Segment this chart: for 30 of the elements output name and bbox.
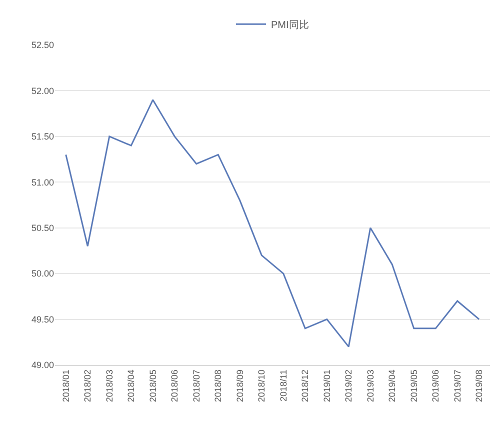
- y-tick-label: 52.00: [31, 86, 54, 96]
- y-tick-label: 50.00: [31, 268, 54, 279]
- x-tick-label: 2018/01: [60, 370, 71, 402]
- y-tick-label: 51.50: [31, 132, 54, 142]
- x-tick-label: 2019/07: [452, 370, 462, 402]
- x-tick-label: 2018/10: [256, 370, 267, 402]
- x-tick-label: 2019/01: [322, 370, 332, 402]
- x-tick-label: 2018/04: [126, 370, 136, 402]
- y-tick-label: 49.00: [31, 360, 54, 370]
- y-tick-label: 51.00: [31, 177, 54, 188]
- x-tick-label: 2018/06: [170, 370, 180, 402]
- x-tick-label: 2018/07: [191, 370, 202, 402]
- legend-label: PMI同比: [271, 19, 309, 31]
- x-tick-label: 2019/02: [344, 370, 354, 402]
- x-tick-label: 2019/04: [387, 370, 398, 402]
- x-tick-label: 2018/02: [82, 370, 93, 402]
- x-tick-label: 2018/11: [278, 370, 288, 402]
- x-tick-label: 2018/05: [148, 370, 158, 402]
- x-tick-label: 2019/03: [365, 370, 376, 402]
- x-tick-label: 2018/03: [104, 370, 114, 402]
- y-tick-label: 49.50: [31, 314, 54, 324]
- x-tick-label: 2019/08: [474, 370, 484, 402]
- x-tick-label: 2019/06: [430, 370, 441, 402]
- x-tick-label: 2018/08: [213, 370, 224, 402]
- x-tick-label: 2018/09: [234, 370, 245, 402]
- x-tick-label: 2019/05: [408, 370, 419, 402]
- y-tick-label: 52.50: [31, 40, 54, 50]
- y-tick-label: 50.50: [31, 223, 54, 234]
- x-tick-label: 2018/12: [300, 370, 310, 402]
- line-series: [65, 99, 480, 348]
